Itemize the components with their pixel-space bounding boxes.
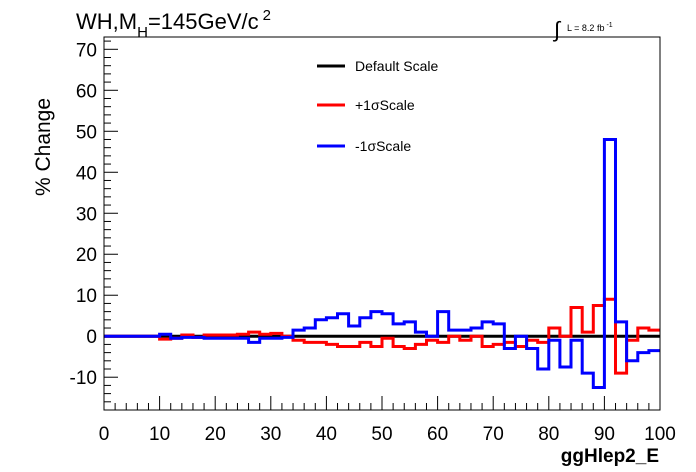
y-tick-label: 60 — [76, 81, 97, 102]
series-line-plus-1sigma — [104, 297, 660, 375]
x-tick-label: 40 — [316, 424, 337, 445]
x-tick-label: 20 — [205, 424, 226, 445]
x-tick-label: 90 — [594, 424, 615, 445]
luminosity-label: ∫ L = 8.2 fb -1 — [552, 17, 613, 42]
x-axis-title: ggHlep2_E — [561, 446, 659, 467]
y-tick-label: 40 — [76, 163, 97, 184]
y-tick-label: 30 — [76, 204, 97, 225]
integral-symbol: ∫ — [552, 17, 562, 42]
x-tick-label: 0 — [99, 424, 110, 445]
title-main: WH,M — [76, 9, 137, 34]
y-tick-label: 50 — [76, 122, 97, 143]
x-tick-label: 60 — [427, 424, 448, 445]
y-tick-label: 10 — [76, 286, 97, 307]
luminosity-exponent: -1 — [606, 22, 612, 29]
series-line-minus-1sigma — [104, 138, 660, 389]
header-title: WH,MH=145GeV/c 2 — [76, 7, 271, 41]
title-subscript: H — [137, 24, 148, 41]
y-tick-label: 70 — [76, 40, 97, 61]
plot-frame — [103, 36, 661, 411]
x-tick-label: 30 — [260, 424, 281, 445]
plot-area: -10 0 10 20 30 40 50 60 70 0 10 20 30 40 50 60 70 80 90 100 — [70, 40, 676, 445]
legend-label-minus: -1σScale — [355, 138, 411, 154]
legend-label-default: Default Scale — [355, 58, 438, 74]
x-tick-label: 80 — [538, 424, 559, 445]
legend: Default Scale +1σScale -1σScale — [317, 58, 438, 154]
legend-label-plus: +1σScale — [355, 97, 415, 113]
title-superscript: 2 — [263, 7, 271, 24]
y-tick-label: -10 — [70, 368, 97, 389]
title-mass: =145GeV/c — [148, 9, 259, 34]
luminosity-text: L = 8.2 fb — [567, 23, 604, 33]
svg-text:WH,MH=145GeV/c2: WH,MH=145GeV/c 2 — [76, 7, 271, 41]
y-tick-label: 20 — [76, 245, 97, 266]
x-tick-label: 100 — [644, 424, 676, 445]
y-tick-label: 0 — [86, 327, 97, 348]
y-axis-title: % Change — [32, 98, 55, 196]
svg-text:L = 8.2 fb-1: L = 8.2 fb -1 — [567, 22, 613, 33]
x-tick-label: 10 — [149, 424, 170, 445]
x-tick-label: 50 — [371, 424, 392, 445]
x-tick-label: 70 — [483, 424, 504, 445]
